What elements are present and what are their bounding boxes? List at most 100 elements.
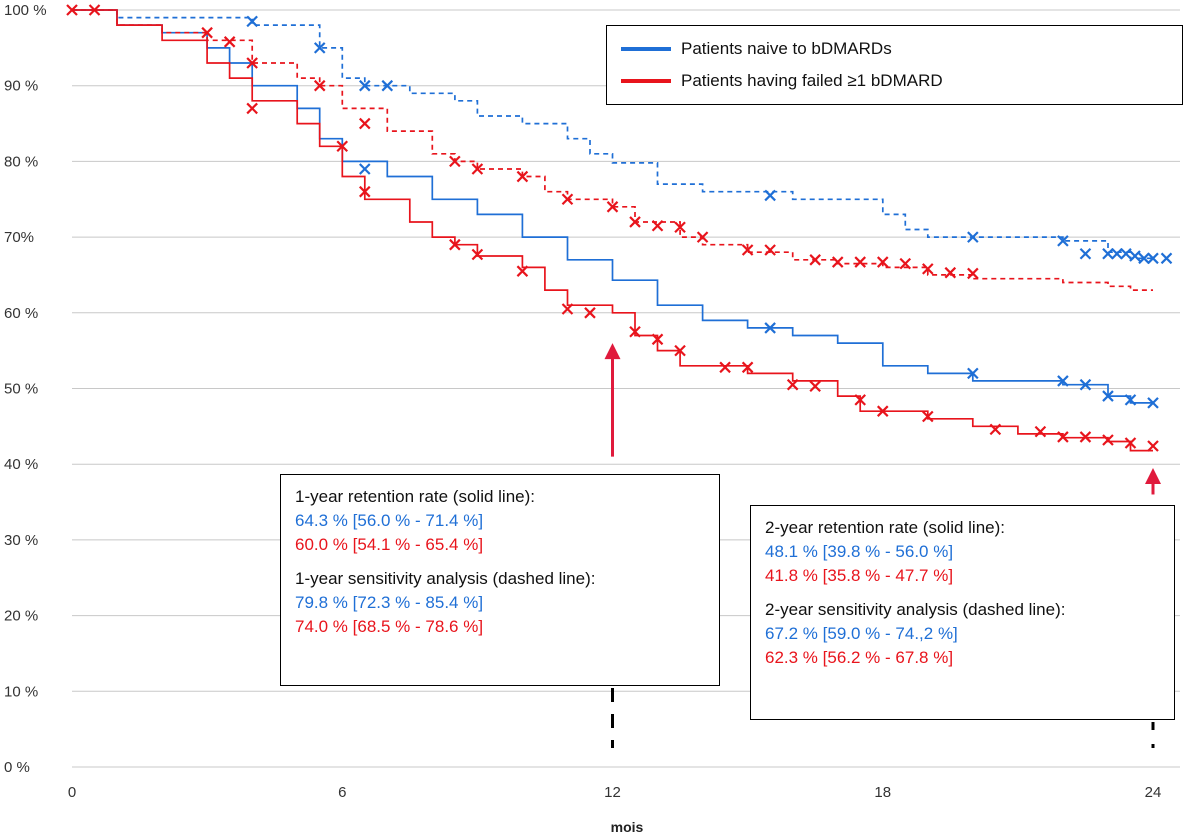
censor-mark-3-5 <box>313 79 326 92</box>
censor-mark-stroke-b <box>1079 247 1092 260</box>
y-tick-label-30: 30 % <box>4 532 38 549</box>
censor-mark-1-4 <box>471 248 484 261</box>
series-lines <box>72 9 1153 452</box>
censor-mark-stroke-b <box>66 4 78 16</box>
censor-mark-3-1 <box>66 4 78 16</box>
censor-mark-1-15 <box>854 394 867 406</box>
censor-mark-1-20 <box>1057 431 1069 443</box>
censor-mark-3-12 <box>629 216 641 228</box>
censor-mark-stroke-b <box>516 170 529 183</box>
censor-mark-stroke-b <box>313 42 326 54</box>
censor-mark-3-20 <box>854 256 867 268</box>
censor-mark-3-21 <box>876 256 889 268</box>
censor-mark-stroke-b <box>246 102 258 115</box>
censor-mark-stroke-b <box>449 155 461 168</box>
two-year-sensitivity-failed: 62.3 % [56.2 % - 67.8 %] <box>765 648 954 667</box>
censor-mark-stroke-b <box>358 185 371 198</box>
censor-mark-stroke-b <box>922 410 934 423</box>
censor-mark-3-9 <box>516 170 529 183</box>
legend-item-naive: Patients naive to bDMARDs <box>621 36 892 62</box>
censor-mark-2-14 <box>1160 252 1173 265</box>
censor-mark-stroke-b <box>741 244 754 256</box>
censor-mark-1-1 <box>336 140 349 153</box>
x-tick-label-12: 12 <box>604 784 621 801</box>
censor-mark-stroke-b <box>809 380 821 393</box>
censor-mark-0-1 <box>764 322 776 334</box>
censor-mark-3-3 <box>223 36 236 48</box>
two-year-annotation-box: 2-year retention rate (solid line): 48.1… <box>750 505 1175 720</box>
censor-mark-stroke-b <box>1129 250 1141 262</box>
censor-mark-1-9 <box>651 333 664 346</box>
censor-mark-3-15 <box>696 231 709 243</box>
censor-mark-1-0 <box>246 102 258 115</box>
one-year-retention-heading: 1-year retention rate (solid line): <box>295 487 536 506</box>
y-tick-label-100: 100 % <box>4 2 47 19</box>
censor-mark-1-6 <box>561 303 574 315</box>
censor-mark-stroke-b <box>651 333 664 346</box>
censor-mark-stroke-b <box>1057 431 1069 443</box>
censor-mark-3-17 <box>764 244 776 256</box>
censor-mark-2-7 <box>1079 247 1092 260</box>
y-tick-label-20: 20 % <box>4 608 38 625</box>
censor-mark-stroke-b <box>854 394 867 406</box>
censor-mark-1-23 <box>1124 437 1137 449</box>
censor-mark-2-8 <box>1102 247 1114 260</box>
censor-mark-stroke-b <box>1124 394 1137 406</box>
censor-mark-stroke-b <box>1124 437 1137 449</box>
censor-mark-stroke-b <box>944 266 957 279</box>
censor-mark-stroke-b <box>516 265 529 277</box>
legend-swatch-red <box>621 79 671 83</box>
two-year-retention-failed: 41.8 % [35.8 % - 47.7 %] <box>765 566 954 585</box>
censor-mark-stroke-b <box>854 256 867 268</box>
censor-mark-1-18 <box>989 423 1002 436</box>
censor-mark-stroke-b <box>246 15 258 28</box>
censor-mark-stroke-b <box>674 221 686 234</box>
censor-mark-2-5 <box>967 231 979 243</box>
x-tick-label-6: 6 <box>338 784 346 801</box>
censor-mark-3-19 <box>831 256 844 268</box>
censor-mark-stroke-b <box>584 307 596 319</box>
censor-mark-stroke-b <box>1079 431 1092 443</box>
one-year-retention-failed: 60.0 % [54.1 % - 65.4 %] <box>295 535 484 554</box>
censor-mark-stroke-b <box>336 140 349 153</box>
x-axis-tick-labels: 0 6 12 18 24 <box>68 784 1162 801</box>
censor-mark-1-8 <box>629 325 641 338</box>
one-year-retention-naive: 64.3 % [56.0 % - 71.4 %] <box>295 511 484 530</box>
censor-mark-stroke-b <box>809 254 821 266</box>
censor-marks <box>66 4 1173 452</box>
censor-mark-3-10 <box>561 193 574 206</box>
censor-mark-stroke-b <box>764 189 776 202</box>
two-year-sensitivity-heading: 2-year sensitivity analysis (dashed line… <box>765 600 1066 619</box>
censor-mark-stroke-b <box>967 367 979 380</box>
censor-mark-stroke-b <box>674 344 686 357</box>
legend-label-naive: Patients naive to bDMARDs <box>681 39 892 58</box>
censor-mark-stroke-b <box>1147 440 1159 452</box>
two-year-retention-heading: 2-year retention rate (solid line): <box>765 518 1006 537</box>
censor-mark-1-13 <box>786 378 799 391</box>
censor-mark-1-22 <box>1102 434 1114 446</box>
censor-mark-stroke-b <box>786 378 799 391</box>
censor-mark-2-6 <box>1057 235 1069 247</box>
censor-mark-stroke-b <box>1147 397 1159 409</box>
censor-mark-stroke-b <box>223 36 236 48</box>
censor-mark-0-6 <box>1124 394 1137 406</box>
censor-mark-1-14 <box>809 380 821 393</box>
censor-mark-stroke-b <box>381 79 394 92</box>
censor-mark-1-24 <box>1147 440 1159 452</box>
censor-mark-3-7 <box>449 155 461 168</box>
annotation-arrows <box>604 343 1161 748</box>
censor-mark-3-18 <box>809 254 821 266</box>
censor-mark-stroke-b <box>696 231 709 243</box>
censor-mark-1-5 <box>516 265 529 277</box>
censor-mark-3-16 <box>741 244 754 256</box>
x-tick-label-24: 24 <box>1145 784 1162 801</box>
censor-mark-3-0 <box>88 4 101 16</box>
series-line-0 <box>72 9 1153 404</box>
censor-mark-3-22 <box>899 257 912 270</box>
one-year-sensitivity-heading: 1-year sensitivity analysis (dashed line… <box>295 569 596 588</box>
one-year-sensitivity-naive: 79.8 % [72.3 % - 85.4 %] <box>295 593 484 612</box>
legend: Patients naive to bDMARDs Patients havin… <box>606 25 1183 105</box>
censor-mark-1-11 <box>719 361 731 374</box>
censor-mark-1-19 <box>1034 425 1047 438</box>
